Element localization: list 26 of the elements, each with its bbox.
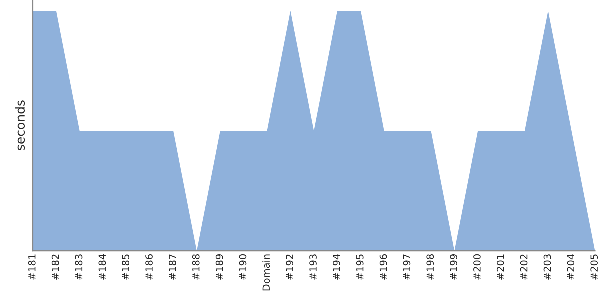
x-tick-label: #186	[146, 254, 153, 280]
x-tick-label: #182	[52, 254, 60, 280]
x-tick-label: #205	[590, 254, 598, 280]
x-tick-label: #204	[567, 254, 575, 280]
x-tick-label: #184	[98, 254, 106, 280]
x-tick-label: #194	[332, 254, 340, 280]
x-tick-label: #203	[544, 254, 552, 280]
x-tick-label: #187	[169, 254, 176, 280]
x-tick-label: #196	[380, 254, 388, 280]
x-tick-label: #193	[310, 254, 317, 280]
x-tick-label: Domain	[262, 254, 270, 291]
x-tick-label: #190	[239, 254, 247, 280]
x-tick-label: #189	[216, 254, 224, 280]
x-tick-label: #195	[356, 254, 364, 280]
x-tick-label: #185	[122, 254, 130, 280]
x-tick-label: #198	[426, 254, 434, 280]
x-tick-label: #192	[286, 254, 294, 280]
y-axis-title: seconds	[15, 100, 26, 150]
x-tick-label: #201	[496, 254, 504, 280]
x-tick-label: #202	[520, 254, 528, 280]
x-tick-label: #199	[450, 254, 458, 280]
x-tick-label: #183	[75, 254, 83, 280]
x-tick-label: #200	[474, 254, 481, 280]
x-tick-label: #181	[28, 254, 36, 280]
x-tick-label: #188	[192, 254, 200, 280]
x-tick-label: #197	[403, 254, 411, 280]
